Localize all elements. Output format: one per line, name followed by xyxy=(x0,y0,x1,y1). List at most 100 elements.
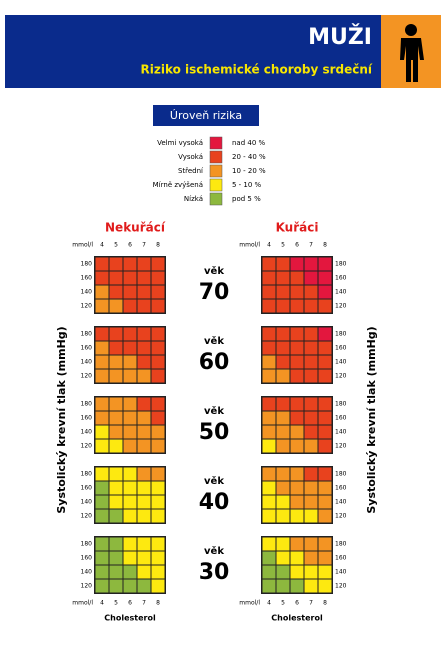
y-tick-label: 160 xyxy=(81,275,93,282)
risk-cell xyxy=(289,564,305,580)
y-tick-label: 120 xyxy=(335,513,347,520)
risk-cell xyxy=(94,368,110,384)
risk-cell xyxy=(108,424,124,440)
risk-cell xyxy=(108,508,124,524)
risk-cell xyxy=(317,508,333,524)
risk-cell xyxy=(303,340,319,356)
y-axis-label: Systolický krevní tlak (mmHg) xyxy=(55,326,68,513)
risk-cell xyxy=(275,536,291,552)
y-tick-label: 180 xyxy=(335,541,347,548)
age-word: věk xyxy=(204,265,224,277)
risk-cell xyxy=(261,564,277,580)
risk-cell xyxy=(150,256,166,272)
risk-cell xyxy=(108,340,124,356)
y-tick-label: 140 xyxy=(335,499,347,506)
risk-cell xyxy=(136,424,152,440)
risk-cell xyxy=(261,508,277,524)
risk-cell xyxy=(150,396,166,412)
risk-cell xyxy=(275,354,291,370)
risk-cell xyxy=(94,354,110,370)
y-tick-label: 120 xyxy=(81,443,93,450)
risk-cell xyxy=(303,424,319,440)
risk-cell xyxy=(275,368,291,384)
y-tick-label: 140 xyxy=(81,569,93,576)
risk-cell xyxy=(275,564,291,580)
risk-cell xyxy=(303,466,319,482)
risk-cell xyxy=(261,536,277,552)
risk-cell xyxy=(289,536,305,552)
risk-cell xyxy=(108,494,124,510)
x-tick-label: 7 xyxy=(142,242,146,249)
risk-cell xyxy=(317,298,333,314)
risk-cell xyxy=(261,368,277,384)
risk-cell xyxy=(289,354,305,370)
column-header: Nekuřácí xyxy=(105,221,166,235)
age-value: 30 xyxy=(199,560,230,585)
risk-cell xyxy=(289,494,305,510)
risk-cell xyxy=(108,298,124,314)
risk-cell xyxy=(317,564,333,580)
risk-cell xyxy=(317,410,333,426)
header-band xyxy=(5,15,381,88)
risk-cell xyxy=(136,340,152,356)
risk-cell xyxy=(317,578,333,594)
risk-cell xyxy=(122,256,138,272)
y-tick-label: 180 xyxy=(81,261,93,268)
risk-cell xyxy=(275,396,291,412)
y-tick-label: 140 xyxy=(81,499,93,506)
legend-range: 5 - 10 % xyxy=(232,181,262,189)
risk-cell xyxy=(261,256,277,272)
risk-cell xyxy=(122,270,138,286)
y-tick-label: 180 xyxy=(335,331,347,338)
risk-cell xyxy=(136,410,152,426)
x-tick-label: 8 xyxy=(156,242,160,249)
y-tick-label: 160 xyxy=(81,345,93,352)
risk-cell xyxy=(261,550,277,566)
y-tick-label: 160 xyxy=(335,415,347,422)
risk-cell xyxy=(289,396,305,412)
risk-cell xyxy=(317,340,333,356)
risk-cell xyxy=(108,536,124,552)
risk-cell xyxy=(94,494,110,510)
risk-cell xyxy=(289,326,305,342)
header-subtitle: Riziko ischemické choroby srdeční xyxy=(141,63,373,77)
x-tick-label: 6 xyxy=(128,242,132,249)
risk-cell xyxy=(289,270,305,286)
risk-cell xyxy=(289,438,305,454)
y-tick-label: 140 xyxy=(335,359,347,366)
risk-cell xyxy=(317,480,333,496)
risk-cell xyxy=(122,298,138,314)
risk-cell xyxy=(303,438,319,454)
risk-cell xyxy=(150,508,166,524)
risk-cell xyxy=(317,354,333,370)
y-axis-label: Systolický krevní tlak (mmHg) xyxy=(365,326,378,513)
risk-cell xyxy=(303,396,319,412)
risk-cell xyxy=(122,578,138,594)
risk-cell xyxy=(275,438,291,454)
age-value: 50 xyxy=(199,420,230,445)
y-tick-label: 120 xyxy=(335,583,347,590)
risk-cell xyxy=(289,256,305,272)
risk-cell xyxy=(289,298,305,314)
y-tick-label: 120 xyxy=(81,513,93,520)
risk-cell xyxy=(122,550,138,566)
unit-label: mmol/l xyxy=(239,242,260,249)
risk-cell xyxy=(261,326,277,342)
risk-cell xyxy=(136,550,152,566)
risk-cell xyxy=(289,368,305,384)
x-tick-label: 5 xyxy=(281,600,285,607)
risk-cell xyxy=(122,494,138,510)
unit-label: mmol/l xyxy=(239,600,260,607)
risk-cell xyxy=(150,368,166,384)
x-tick-label: 4 xyxy=(267,242,271,249)
x-tick-label: 4 xyxy=(100,600,104,607)
risk-cell xyxy=(303,410,319,426)
risk-cell xyxy=(303,536,319,552)
risk-cell xyxy=(94,564,110,580)
x-tick-label: 6 xyxy=(128,600,132,607)
risk-cell xyxy=(317,536,333,552)
unit-label: mmol/l xyxy=(72,600,93,607)
y-tick-label: 180 xyxy=(335,471,347,478)
risk-cell xyxy=(275,480,291,496)
x-tick-label: 5 xyxy=(281,242,285,249)
